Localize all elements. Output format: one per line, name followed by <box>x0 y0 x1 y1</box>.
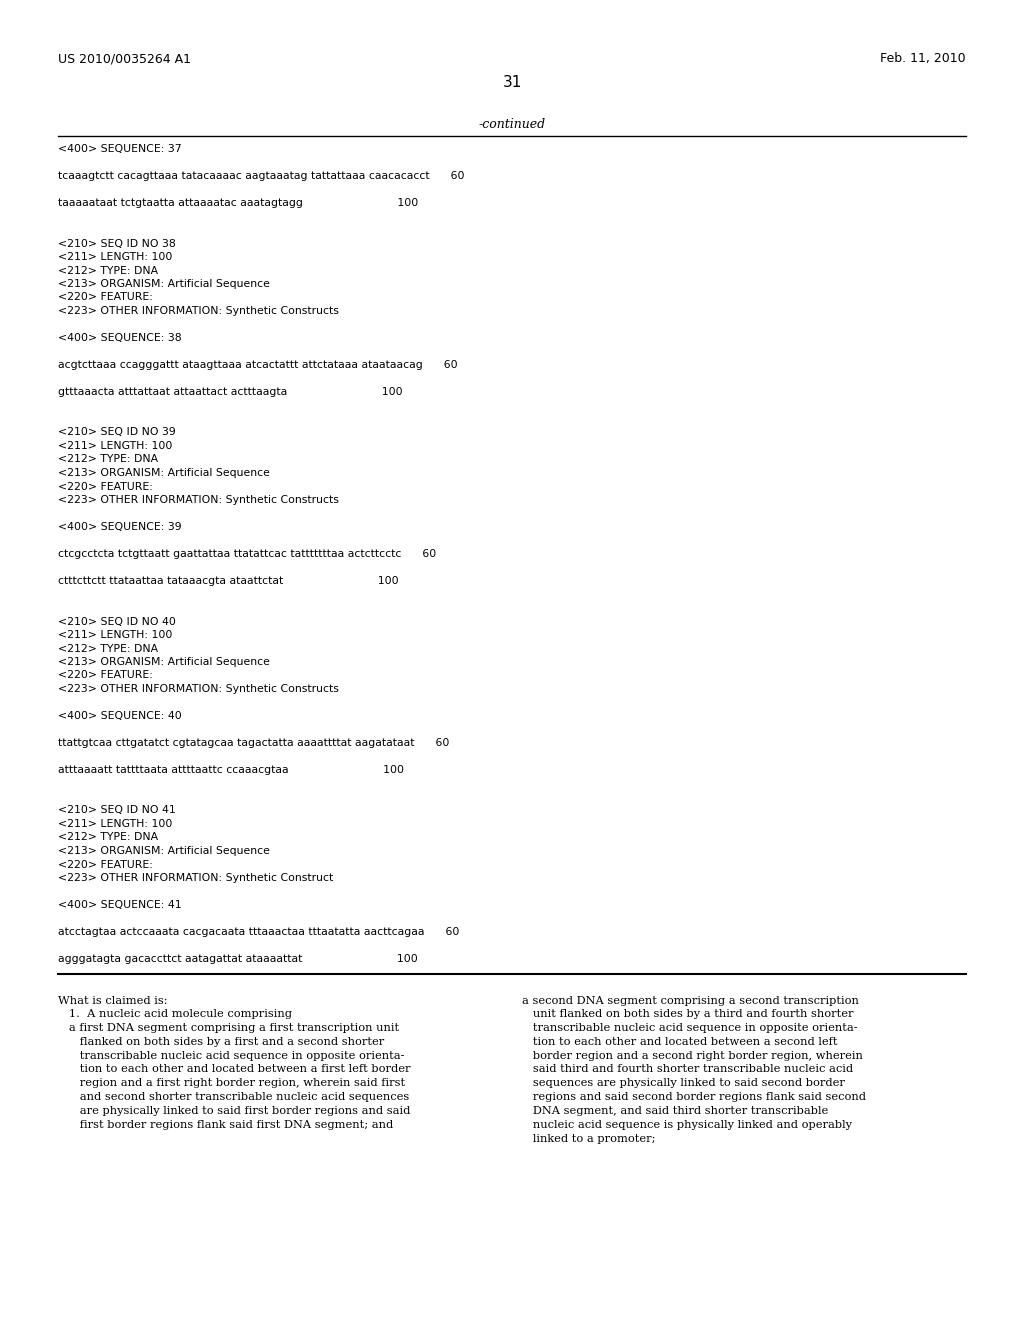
Text: <400> SEQUENCE: 41: <400> SEQUENCE: 41 <box>58 900 181 909</box>
Text: border region and a second right border region, wherein: border region and a second right border … <box>522 1051 863 1061</box>
Text: <223> OTHER INFORMATION: Synthetic Constructs: <223> OTHER INFORMATION: Synthetic Const… <box>58 684 339 694</box>
Text: tion to each other and located between a first left border: tion to each other and located between a… <box>58 1064 411 1074</box>
Text: <212> TYPE: DNA: <212> TYPE: DNA <box>58 644 158 653</box>
Text: tion to each other and located between a second left: tion to each other and located between a… <box>522 1038 838 1047</box>
Text: <211> LENGTH: 100: <211> LENGTH: 100 <box>58 441 172 451</box>
Text: <212> TYPE: DNA: <212> TYPE: DNA <box>58 833 158 842</box>
Text: <212> TYPE: DNA: <212> TYPE: DNA <box>58 265 158 276</box>
Text: <211> LENGTH: 100: <211> LENGTH: 100 <box>58 252 172 261</box>
Text: <220> FEATURE:: <220> FEATURE: <box>58 671 153 681</box>
Text: <400> SEQUENCE: 38: <400> SEQUENCE: 38 <box>58 333 181 343</box>
Text: <220> FEATURE:: <220> FEATURE: <box>58 482 153 491</box>
Text: linked to a promoter;: linked to a promoter; <box>522 1134 655 1143</box>
Text: <220> FEATURE:: <220> FEATURE: <box>58 859 153 870</box>
Text: regions and said second border regions flank said second: regions and said second border regions f… <box>522 1092 866 1102</box>
Text: What is claimed is:: What is claimed is: <box>58 995 168 1006</box>
Text: <210> SEQ ID NO 38: <210> SEQ ID NO 38 <box>58 239 176 248</box>
Text: and second shorter transcribable nucleic acid sequences: and second shorter transcribable nucleic… <box>58 1092 410 1102</box>
Text: ttattgtcaa cttgatatct cgtatagcaa tagactatta aaaattttat aagatataat      60: ttattgtcaa cttgatatct cgtatagcaa tagacta… <box>58 738 450 748</box>
Text: taaaaataat tctgtaatta attaaaatac aaatagtagg                           100: taaaaataat tctgtaatta attaaaatac aaatagt… <box>58 198 418 209</box>
Text: unit flanked on both sides by a third and fourth shorter: unit flanked on both sides by a third an… <box>522 1010 853 1019</box>
Text: transcribable nucleic acid sequence in opposite orienta-: transcribable nucleic acid sequence in o… <box>522 1023 858 1034</box>
Text: flanked on both sides by a first and a second shorter: flanked on both sides by a first and a s… <box>58 1038 384 1047</box>
Text: <212> TYPE: DNA: <212> TYPE: DNA <box>58 454 158 465</box>
Text: <220> FEATURE:: <220> FEATURE: <box>58 293 153 302</box>
Text: said third and fourth shorter transcribable nucleic acid: said third and fourth shorter transcriba… <box>522 1064 853 1074</box>
Text: sequences are physically linked to said second border: sequences are physically linked to said … <box>522 1078 845 1088</box>
Text: <210> SEQ ID NO 40: <210> SEQ ID NO 40 <box>58 616 176 627</box>
Text: atttaaaatt tattttaata attttaattc ccaaacgtaa                           100: atttaaaatt tattttaata attttaattc ccaaacg… <box>58 766 404 775</box>
Text: agggatagta gacaccttct aatagattat ataaaattat                           100: agggatagta gacaccttct aatagattat ataaaat… <box>58 954 418 964</box>
Text: region and a first right border region, wherein said first: region and a first right border region, … <box>58 1078 406 1088</box>
Text: <223> OTHER INFORMATION: Synthetic Constructs: <223> OTHER INFORMATION: Synthetic Const… <box>58 495 339 506</box>
Text: <210> SEQ ID NO 41: <210> SEQ ID NO 41 <box>58 805 176 816</box>
Text: acgtcttaaa ccagggattt ataagttaaa atcactattt attctataaa ataataacag      60: acgtcttaaa ccagggattt ataagttaaa atcacta… <box>58 360 458 370</box>
Text: DNA segment, and said third shorter transcribable: DNA segment, and said third shorter tran… <box>522 1106 828 1115</box>
Text: gtttaaacta atttattaat attaattact actttaagta                           100: gtttaaacta atttattaat attaattact actttaa… <box>58 387 402 397</box>
Text: a first DNA segment comprising a first transcription unit: a first DNA segment comprising a first t… <box>58 1023 399 1034</box>
Text: <210> SEQ ID NO 39: <210> SEQ ID NO 39 <box>58 428 176 437</box>
Text: <211> LENGTH: 100: <211> LENGTH: 100 <box>58 818 172 829</box>
Text: first border regions flank said first DNA segment; and: first border regions flank said first DN… <box>58 1119 393 1130</box>
Text: ctcgcctcta tctgttaatt gaattattaa ttatattcac tatttttttaa actcttcctc      60: ctcgcctcta tctgttaatt gaattattaa ttatatt… <box>58 549 436 558</box>
Text: 1.  A nucleic acid molecule comprising: 1. A nucleic acid molecule comprising <box>58 1010 292 1019</box>
Text: transcribable nucleic acid sequence in opposite orienta-: transcribable nucleic acid sequence in o… <box>58 1051 404 1061</box>
Text: -continued: -continued <box>478 117 546 131</box>
Text: tcaaagtctt cacagttaaa tatacaaaac aagtaaatag tattattaaa caacacacct      60: tcaaagtctt cacagttaaa tatacaaaac aagtaaa… <box>58 172 465 181</box>
Text: <211> LENGTH: 100: <211> LENGTH: 100 <box>58 630 172 640</box>
Text: Feb. 11, 2010: Feb. 11, 2010 <box>881 51 966 65</box>
Text: <223> OTHER INFORMATION: Synthetic Constructs: <223> OTHER INFORMATION: Synthetic Const… <box>58 306 339 315</box>
Text: <213> ORGANISM: Artificial Sequence: <213> ORGANISM: Artificial Sequence <box>58 846 270 855</box>
Text: ctttcttctt ttataattaa tataaacgta ataattctat                           100: ctttcttctt ttataattaa tataaacgta ataattc… <box>58 576 398 586</box>
Text: 31: 31 <box>503 75 521 90</box>
Text: <213> ORGANISM: Artificial Sequence: <213> ORGANISM: Artificial Sequence <box>58 279 270 289</box>
Text: US 2010/0035264 A1: US 2010/0035264 A1 <box>58 51 191 65</box>
Text: atcctagtaa actccaaata cacgacaata tttaaactaa tttaatatta aacttcagaa      60: atcctagtaa actccaaata cacgacaata tttaaac… <box>58 927 460 937</box>
Text: <400> SEQUENCE: 37: <400> SEQUENCE: 37 <box>58 144 181 154</box>
Text: are physically linked to said first border regions and said: are physically linked to said first bord… <box>58 1106 411 1115</box>
Text: <213> ORGANISM: Artificial Sequence: <213> ORGANISM: Artificial Sequence <box>58 469 270 478</box>
Text: <400> SEQUENCE: 39: <400> SEQUENCE: 39 <box>58 521 181 532</box>
Text: a second DNA segment comprising a second transcription: a second DNA segment comprising a second… <box>522 995 859 1006</box>
Text: <223> OTHER INFORMATION: Synthetic Construct: <223> OTHER INFORMATION: Synthetic Const… <box>58 873 333 883</box>
Text: <400> SEQUENCE: 40: <400> SEQUENCE: 40 <box>58 711 181 721</box>
Text: nucleic acid sequence is physically linked and operably: nucleic acid sequence is physically link… <box>522 1119 852 1130</box>
Text: <213> ORGANISM: Artificial Sequence: <213> ORGANISM: Artificial Sequence <box>58 657 270 667</box>
